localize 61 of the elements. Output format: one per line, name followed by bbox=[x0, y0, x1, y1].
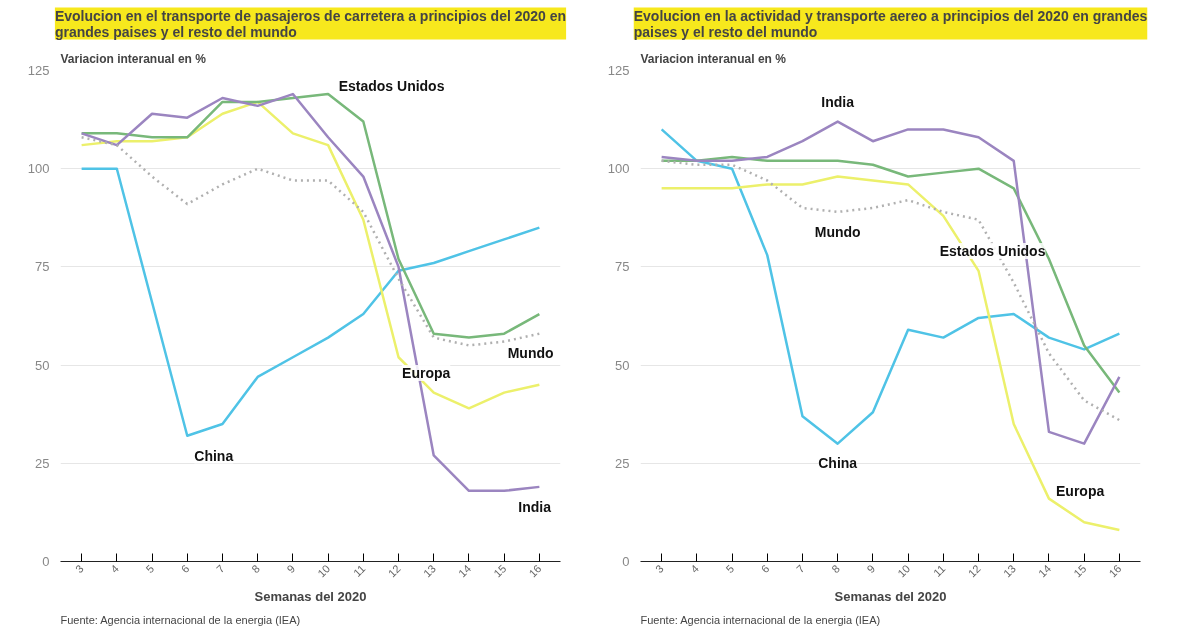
x-tick-label: 10 bbox=[315, 562, 333, 580]
x-tick-label: 3 bbox=[653, 562, 666, 576]
y-tick-label: 25 bbox=[615, 455, 630, 471]
y-tick-label: 100 bbox=[27, 161, 50, 177]
series-label: China bbox=[818, 455, 858, 472]
y-tick-label: 50 bbox=[615, 357, 630, 373]
x-tick-label: 15 bbox=[491, 562, 509, 580]
series-label: Europa bbox=[1055, 482, 1105, 499]
series-label: Mundo bbox=[814, 223, 861, 240]
x-tick-label: 13 bbox=[420, 562, 438, 580]
chart-title: Evolucion en el transporte de pasajeros de carretera a principios del 2020 en grandes paises y el resto del mundo bbox=[54, 7, 567, 40]
x-tick-label: 5 bbox=[143, 562, 157, 576]
line-series bbox=[660, 175, 1121, 532]
source-note: Fuente: Agencia internacional de la energia (IEA) bbox=[60, 613, 301, 626]
y-tick-label: 125 bbox=[607, 63, 630, 78]
x-tick-label: 8 bbox=[829, 562, 842, 576]
y-tick-label: 100 bbox=[607, 161, 630, 177]
series-label: Mundo bbox=[507, 345, 554, 362]
x-tick-label: 11 bbox=[931, 562, 948, 579]
y-tick-label: 75 bbox=[615, 259, 630, 275]
series-label: Europa bbox=[402, 365, 451, 382]
y-axis-title: Variacion interanual en % bbox=[60, 51, 207, 66]
x-tick-label: 4 bbox=[688, 562, 702, 576]
x-tick-label: 9 bbox=[864, 562, 878, 576]
x-tick-label: 6 bbox=[178, 562, 192, 576]
x-tick-label: 12 bbox=[385, 562, 403, 580]
series-label: Estados Unidos bbox=[338, 78, 445, 95]
x-tick-label: 16 bbox=[526, 562, 544, 580]
x-tick-label: 7 bbox=[213, 562, 227, 576]
y-tick-label: 50 bbox=[35, 357, 50, 373]
x-tick-label: 6 bbox=[758, 562, 772, 576]
x-tick-label: 3 bbox=[73, 562, 86, 576]
x-tick-label: 13 bbox=[1000, 562, 1018, 580]
series-label: India bbox=[518, 498, 552, 515]
x-tick-label: 7 bbox=[793, 562, 807, 576]
x-tick-label: 14 bbox=[1036, 562, 1054, 580]
y-tick-label: 75 bbox=[35, 259, 50, 275]
series-label: China bbox=[194, 447, 234, 464]
series-label: India bbox=[821, 93, 855, 110]
y-tick-label: 0 bbox=[42, 554, 50, 569]
x-axis-title: Semanas del 2020 bbox=[834, 588, 947, 604]
x-tick-label: 12 bbox=[965, 562, 983, 580]
x-tick-label: 10 bbox=[895, 562, 913, 580]
x-tick-label: 4 bbox=[108, 562, 122, 576]
line-series bbox=[80, 136, 541, 347]
y-tick-label: 0 bbox=[622, 554, 630, 569]
y-tick-label: 25 bbox=[35, 455, 50, 471]
x-tick-label: 11 bbox=[351, 562, 368, 579]
y-axis-title: Variacion interanual en % bbox=[640, 51, 787, 66]
x-tick-label: 5 bbox=[723, 562, 737, 576]
x-tick-label: 16 bbox=[1106, 562, 1124, 580]
y-tick-label: 125 bbox=[27, 63, 50, 78]
x-tick-label: 14 bbox=[456, 562, 474, 580]
series-label: Estados Unidos bbox=[939, 243, 1046, 260]
line-series bbox=[80, 92, 541, 339]
x-tick-label: 9 bbox=[284, 562, 298, 576]
chart-title: Evolucion en la actividad y transporte aereo a principios del 2020 en grandes paises y el resto del mundo bbox=[633, 7, 1148, 40]
x-tick-label: 8 bbox=[249, 562, 262, 576]
source-note: Fuente: Agencia internacional de la energia (IEA) bbox=[640, 613, 881, 626]
x-axis-title: Semanas del 2020 bbox=[254, 588, 367, 604]
x-tick-label: 15 bbox=[1071, 562, 1089, 580]
